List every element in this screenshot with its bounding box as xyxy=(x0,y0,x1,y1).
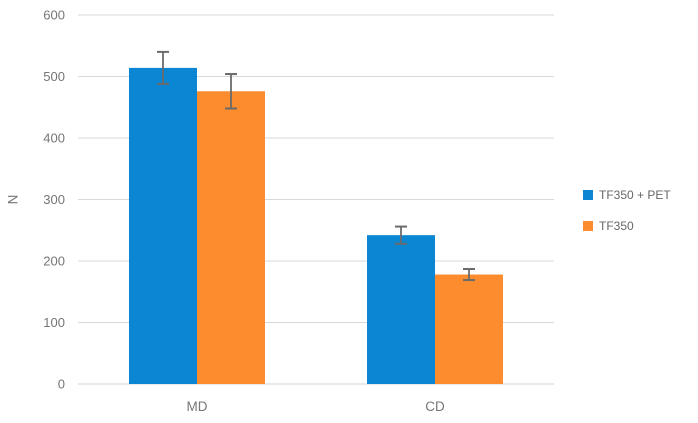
x-category-label: CD xyxy=(425,399,445,414)
legend-item: TF350 + PET xyxy=(583,188,671,202)
bar-TF350+PET-MD xyxy=(129,67,197,384)
y-axis-title: N xyxy=(5,194,21,205)
bar-TF350-MD xyxy=(197,91,265,384)
legend-label: TF350 xyxy=(599,219,634,233)
bar-TF350-CD xyxy=(435,274,503,384)
y-tick-label: 400 xyxy=(43,131,65,146)
legend-swatch-icon xyxy=(583,190,593,200)
y-tick-label: 100 xyxy=(43,315,65,330)
legend: TF350 + PET TF350 xyxy=(583,188,671,233)
y-tick-label: 300 xyxy=(43,192,65,207)
y-tick-label: 0 xyxy=(58,377,65,392)
y-tick-label: 600 xyxy=(43,8,65,23)
legend-item: TF350 xyxy=(583,219,671,233)
legend-label: TF350 + PET xyxy=(599,188,671,202)
bar-TF350+PET-CD xyxy=(367,235,435,384)
legend-swatch-icon xyxy=(583,221,593,231)
y-tick-label: 200 xyxy=(43,254,65,269)
y-tick-label: 500 xyxy=(43,69,65,84)
x-category-label: MD xyxy=(187,399,208,414)
